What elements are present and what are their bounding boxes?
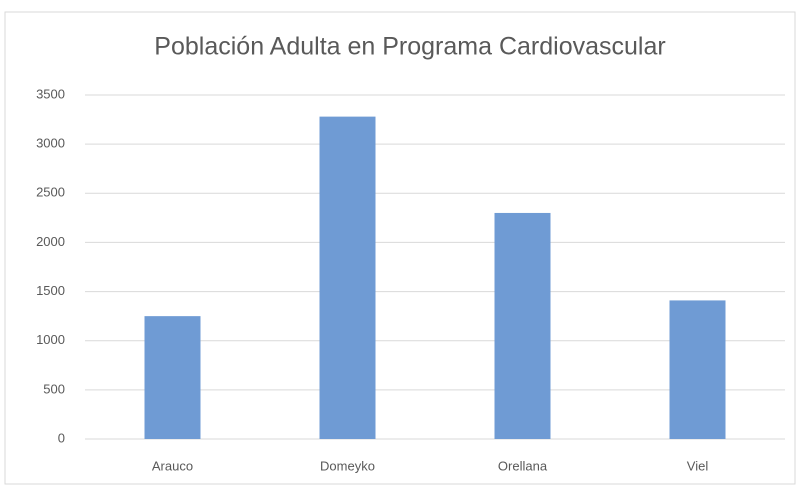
bar — [144, 316, 201, 439]
chart-title: Población Adulta en Programa Cardiovascu… — [154, 33, 665, 61]
y-tick-label: 500 — [43, 381, 65, 396]
x-tick-label: Viel — [687, 458, 709, 473]
chart-frame — [4, 11, 796, 485]
y-tick-label: 2500 — [36, 185, 65, 200]
y-tick-label: 0 — [58, 430, 65, 445]
x-tick-label: Domeyko — [320, 458, 375, 473]
y-tick-label: 2000 — [36, 234, 65, 249]
bar — [319, 116, 376, 439]
x-tick-label: Orellana — [498, 458, 548, 473]
y-tick-label: 1000 — [36, 332, 65, 347]
y-tick-label: 3000 — [36, 136, 65, 151]
y-tick-label: 3500 — [36, 86, 65, 101]
x-tick-label: Arauco — [152, 458, 193, 473]
bar — [494, 212, 551, 439]
y-tick-label: 1500 — [36, 283, 65, 298]
bar — [669, 300, 726, 439]
